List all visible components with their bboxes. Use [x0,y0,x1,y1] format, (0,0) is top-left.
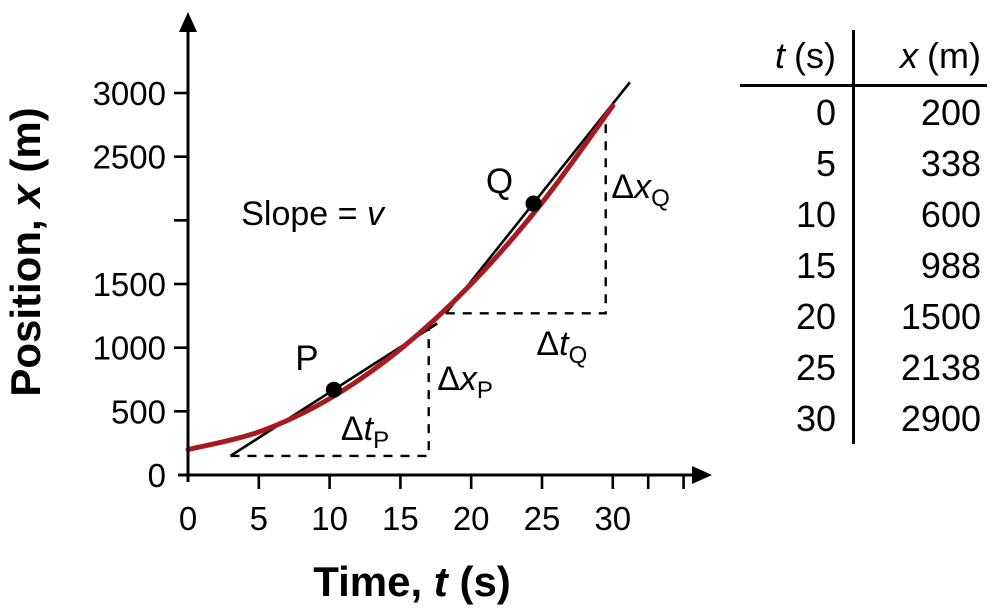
table-row: 15 988 [740,240,987,291]
table-row: 25 2138 [740,342,987,393]
x-tick-label: 0 [179,500,197,537]
cell-time: 0 [740,85,855,138]
data-table: t (s) x (m) 0 200 5 338 10 600 15 988 20 1500 25 2138… [740,30,987,444]
slope-equals-v-label: Slope = v [241,195,386,233]
y-tick-label: 500 [111,393,166,430]
time-position-table: t (s) x (m) 0 200 5 338 10 600 15 988 20 1500 25 2138… [740,30,987,444]
x-tick-label: 30 [594,500,631,537]
point-P [325,381,342,398]
table-row: 10 600 [740,189,987,240]
delta-x-label-Q: ΔxQ [611,168,669,212]
x-tick-label: 25 [524,500,561,537]
rise-run-dashed-Q [445,112,607,315]
x-tick-label: 15 [382,500,419,537]
cell-position: 1500 [900,296,981,337]
table-row: 0 200 [740,85,987,138]
y-tick-label: 0 [148,457,166,494]
cell-time: 10 [740,189,855,240]
x-tick-label: 10 [311,500,348,537]
table-row: 20 1500 [740,291,987,342]
position-curve [185,103,616,453]
y-axis-arrow-icon [179,12,197,32]
col-header-time: t (s) [740,30,855,87]
x-tick-label: 20 [453,500,490,537]
point-label-Q: Q [486,162,513,201]
cell-time: 5 [740,138,855,189]
col-header-position: x (m) [853,30,987,87]
cell-position: 2900 [900,398,981,439]
header-position-unit: (m) [927,35,981,76]
y-tick-label: 1500 [93,266,166,303]
point-Q [525,195,542,212]
cell-time: 15 [740,240,855,291]
header-time-var: t [775,35,786,76]
delta-t-label-P: ΔtP [341,410,389,454]
cell-time: 30 [740,393,855,444]
cell-position: 2138 [900,347,981,388]
cell-position: 988 [920,245,981,286]
cell-position: 600 [920,194,981,235]
x-tick-label: 5 [250,500,268,537]
cell-position: 338 [920,143,981,184]
x-axis-arrow-icon [692,466,712,484]
cell-position: 200 [920,92,981,133]
table-row: 30 2900 [740,393,987,444]
x-axis-title: Time, t (s) [313,558,511,605]
header-position-var: x [900,35,919,76]
y-tick-label: 2500 [93,139,166,176]
point-label-P: P [295,339,318,378]
y-tick-label: 1000 [93,330,166,367]
table-header-row: t (s) x (m) [740,30,987,87]
cell-time: 25 [740,342,855,393]
delta-x-label-P: ΔxP [437,360,493,404]
y-tick-label: 3000 [93,75,166,112]
table-row: 5 338 [740,138,987,189]
y-axis-title: Position, x (m) [2,107,49,396]
header-time-unit: (s) [794,35,836,76]
cell-time: 20 [740,291,855,342]
position-time-graph: 0 5 10 15 20 25 30 0 500 1000 1500 2500 3000 Time, t … [2,12,712,605]
delta-t-label-Q: ΔtQ [536,325,587,369]
